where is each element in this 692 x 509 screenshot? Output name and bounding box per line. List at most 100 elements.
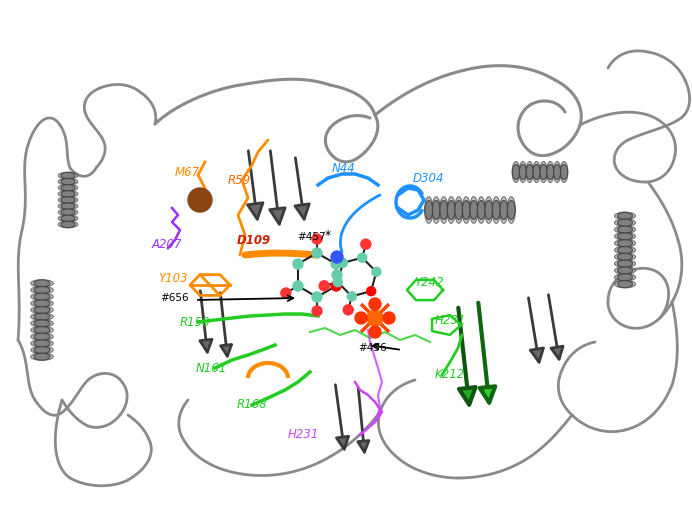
Ellipse shape	[614, 280, 635, 288]
Circle shape	[338, 259, 347, 267]
Circle shape	[312, 248, 322, 258]
Ellipse shape	[526, 161, 534, 183]
Ellipse shape	[500, 196, 508, 223]
Ellipse shape	[614, 233, 635, 240]
Ellipse shape	[533, 161, 540, 183]
Ellipse shape	[617, 212, 632, 219]
Ellipse shape	[492, 196, 500, 223]
Circle shape	[331, 251, 343, 263]
Ellipse shape	[526, 164, 534, 180]
Ellipse shape	[447, 196, 455, 223]
Ellipse shape	[614, 219, 635, 227]
Ellipse shape	[61, 197, 75, 203]
Ellipse shape	[614, 246, 635, 254]
Ellipse shape	[58, 196, 78, 204]
Circle shape	[333, 278, 342, 287]
Ellipse shape	[470, 201, 477, 219]
Ellipse shape	[31, 313, 53, 320]
Circle shape	[367, 287, 376, 296]
Text: H231: H231	[435, 314, 466, 326]
Text: #457: #457	[297, 232, 326, 242]
Circle shape	[312, 306, 322, 316]
Text: Y242: Y242	[414, 275, 444, 289]
Ellipse shape	[61, 209, 75, 215]
Ellipse shape	[61, 179, 75, 185]
Ellipse shape	[470, 196, 478, 223]
Ellipse shape	[617, 219, 632, 227]
Ellipse shape	[31, 326, 53, 334]
Ellipse shape	[432, 201, 440, 219]
Text: M67: M67	[175, 165, 200, 179]
Ellipse shape	[614, 226, 635, 233]
Ellipse shape	[547, 161, 554, 183]
Ellipse shape	[31, 320, 53, 327]
Ellipse shape	[61, 191, 75, 197]
Ellipse shape	[34, 300, 50, 307]
Circle shape	[383, 312, 395, 324]
Ellipse shape	[34, 293, 50, 300]
Circle shape	[312, 234, 322, 244]
Ellipse shape	[31, 333, 53, 341]
Ellipse shape	[425, 196, 433, 223]
Circle shape	[331, 281, 341, 291]
Ellipse shape	[617, 253, 632, 261]
Ellipse shape	[614, 267, 635, 274]
Ellipse shape	[617, 233, 632, 240]
Ellipse shape	[507, 196, 516, 223]
Ellipse shape	[614, 253, 635, 261]
Ellipse shape	[58, 215, 78, 222]
Ellipse shape	[34, 333, 50, 340]
Circle shape	[319, 281, 329, 291]
Circle shape	[347, 292, 356, 301]
Text: N161: N161	[196, 361, 227, 375]
Text: D304: D304	[413, 172, 444, 184]
Ellipse shape	[31, 293, 53, 300]
Ellipse shape	[58, 209, 78, 216]
Ellipse shape	[61, 173, 75, 179]
Ellipse shape	[492, 201, 500, 219]
Ellipse shape	[31, 346, 53, 354]
Ellipse shape	[440, 201, 448, 219]
Ellipse shape	[58, 178, 78, 185]
Ellipse shape	[614, 212, 635, 220]
Ellipse shape	[512, 164, 520, 180]
Ellipse shape	[507, 201, 515, 219]
Ellipse shape	[617, 246, 632, 253]
Circle shape	[355, 312, 367, 324]
Ellipse shape	[34, 313, 50, 320]
Text: R150: R150	[180, 317, 210, 329]
Circle shape	[281, 288, 291, 298]
Ellipse shape	[561, 164, 567, 180]
Ellipse shape	[34, 353, 50, 360]
Circle shape	[312, 292, 322, 302]
Ellipse shape	[554, 164, 561, 180]
Ellipse shape	[31, 306, 53, 314]
Ellipse shape	[34, 280, 50, 287]
Ellipse shape	[34, 326, 50, 333]
Ellipse shape	[617, 240, 632, 247]
Circle shape	[369, 326, 381, 338]
Circle shape	[358, 253, 367, 262]
Ellipse shape	[31, 287, 53, 294]
Ellipse shape	[34, 306, 50, 314]
Ellipse shape	[617, 260, 632, 267]
Ellipse shape	[561, 161, 568, 183]
Ellipse shape	[617, 274, 632, 281]
Ellipse shape	[547, 164, 554, 180]
Ellipse shape	[455, 201, 463, 219]
Ellipse shape	[500, 201, 508, 219]
Ellipse shape	[540, 161, 547, 183]
Ellipse shape	[61, 215, 75, 221]
Ellipse shape	[439, 196, 448, 223]
Text: A207: A207	[152, 238, 183, 250]
Ellipse shape	[425, 201, 432, 219]
Ellipse shape	[519, 161, 527, 183]
Circle shape	[331, 259, 341, 269]
Ellipse shape	[617, 267, 632, 274]
Ellipse shape	[58, 221, 78, 228]
Text: R168: R168	[237, 399, 268, 411]
Text: R59: R59	[228, 174, 251, 186]
Circle shape	[188, 188, 212, 212]
Circle shape	[343, 305, 353, 315]
Ellipse shape	[485, 201, 493, 219]
